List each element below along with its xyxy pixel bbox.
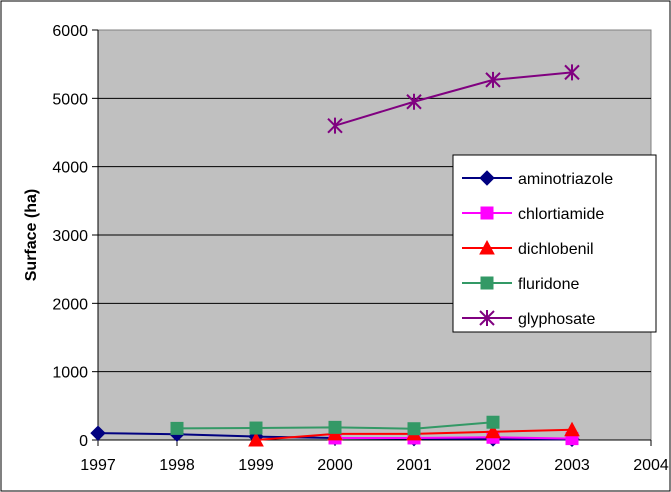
legend-item-aminotriazole: aminotriazole <box>462 170 613 188</box>
legend-marker <box>480 206 494 220</box>
legend-marker <box>479 170 495 186</box>
series-glyphosate <box>327 64 580 134</box>
y-tick-label: 5000 <box>52 91 88 108</box>
series-fluridone <box>170 415 500 436</box>
y-axis-label: Surface (ha) <box>23 189 40 281</box>
data-point-dichlobenil <box>564 421 580 437</box>
y-tick-label: 2000 <box>52 296 88 313</box>
legend-marker <box>479 310 495 326</box>
series-layer <box>90 64 580 448</box>
y-tick-label: 1000 <box>52 365 88 382</box>
y-tick-label: 4000 <box>52 160 88 177</box>
legend-item-chlortiamide: chlortiamide <box>462 206 604 223</box>
data-point-fluridone <box>486 415 500 429</box>
y-tick-label: 0 <box>79 433 88 450</box>
legend-label: chlortiamide <box>518 206 604 223</box>
x-tick-label: 2002 <box>475 457 511 474</box>
legend-label: glyphosate <box>518 311 595 328</box>
y-tick-label: 3000 <box>52 228 88 245</box>
legend-label: dichlobenil <box>518 241 594 258</box>
data-point-glyphosate <box>485 71 501 88</box>
series-line-glyphosate <box>334 71 573 127</box>
data-point-dichlobenil <box>485 423 501 439</box>
data-point-fluridone <box>170 421 184 435</box>
legend-marker <box>479 239 495 255</box>
y-tick-label: 6000 <box>52 23 88 40</box>
data-point-glyphosate <box>327 117 343 134</box>
legend-item-fluridone: fluridone <box>462 276 579 293</box>
x-tick-label: 1997 <box>80 457 116 474</box>
legend-label: aminotriazole <box>518 171 613 188</box>
axes: 0 1000 2000 3000 4000 5000 6000 1997 1998 1999 200… <box>52 23 668 474</box>
x-tick-label: 2000 <box>317 457 353 474</box>
data-point-dichlobenil <box>248 431 264 447</box>
legend-item-glyphosate: glyphosate <box>462 310 595 328</box>
x-tick-label: 1999 <box>238 457 274 474</box>
legend-label: fluridone <box>518 276 579 293</box>
legend: aminotriazole chlortiamide dichlobenil flur… <box>452 154 657 333</box>
x-tick-label: 2004 <box>633 457 669 474</box>
x-tick-label: 2001 <box>396 457 432 474</box>
data-point-fluridone <box>407 422 421 436</box>
x-tick-label: 2003 <box>554 457 590 474</box>
data-point-fluridone <box>328 420 342 434</box>
x-tick-label: 1998 <box>159 457 195 474</box>
series-line-chlortiamide <box>335 436 573 440</box>
data-point-aminotriazole <box>90 425 106 441</box>
data-point-glyphosate <box>564 64 580 81</box>
legend-marker <box>480 276 494 290</box>
legend-item-dichlobenil: dichlobenil <box>462 239 594 258</box>
data-point-fluridone <box>249 421 263 435</box>
data-point-glyphosate <box>406 93 422 110</box>
